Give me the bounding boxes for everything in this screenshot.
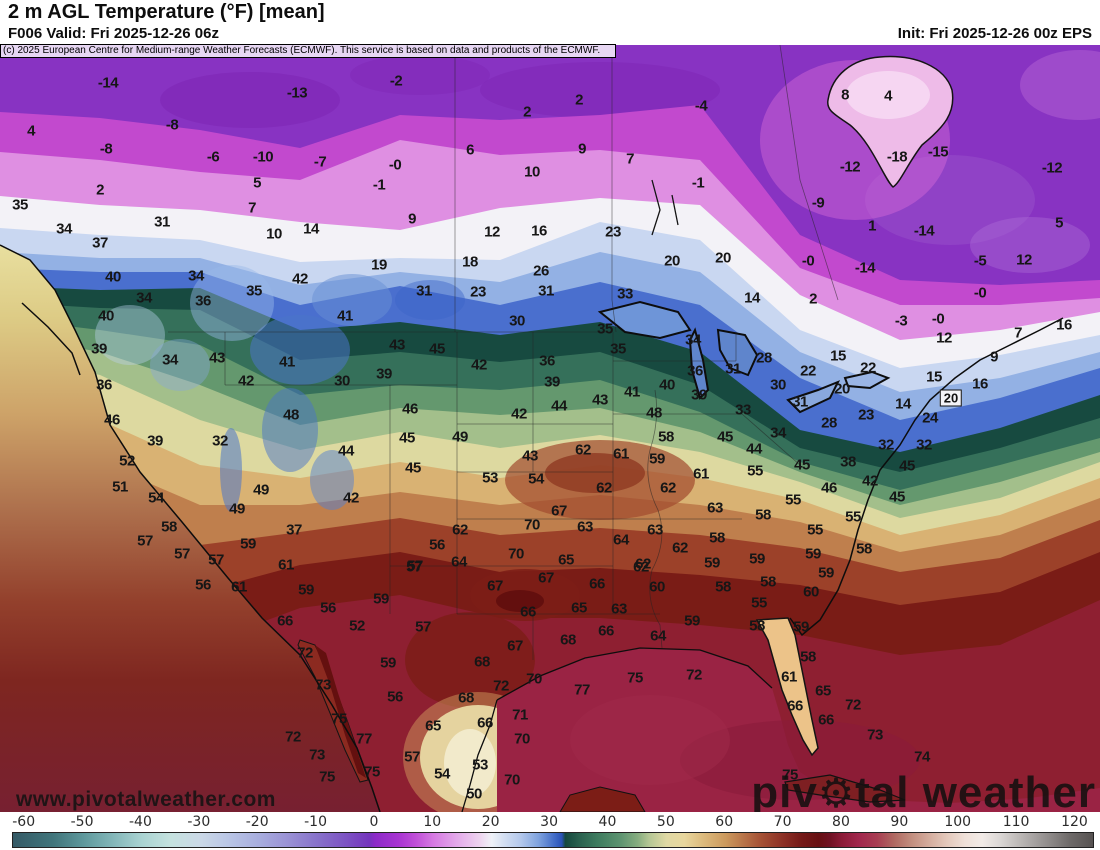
colorbar-tick: 60	[715, 814, 734, 830]
colorbar-tick: 50	[656, 814, 675, 830]
map-raster	[0, 45, 1100, 812]
colorbar-tick: 10	[423, 814, 442, 830]
pacific-ocean	[0, 245, 380, 812]
gear-icon: ⚙	[817, 770, 856, 816]
state-borders	[168, 45, 839, 660]
colorbar-tick: 90	[890, 814, 909, 830]
gulf-shade	[680, 720, 920, 800]
canada-mottling	[160, 50, 1100, 273]
baja-california	[297, 639, 369, 783]
great-lakes	[597, 300, 891, 414]
colorbar-tick: 80	[832, 814, 850, 830]
colorbar-tick: -20	[245, 814, 269, 830]
yucatan	[559, 786, 646, 812]
colorbar-tick: -30	[187, 814, 211, 830]
watermark: www.pivotalweather.com	[16, 788, 276, 811]
colorbar-tick: 20	[481, 814, 500, 830]
colorbar-gradient	[12, 832, 1094, 848]
colorbar-tick: 110	[1002, 814, 1030, 830]
temperature-map[interactable]	[0, 45, 1100, 812]
manitoba-lakes	[651, 179, 679, 236]
logo-text-pre: piv	[751, 768, 818, 817]
florida-peninsula	[755, 617, 819, 757]
page-title: 2 m AGL Temperature (°F) [mean]	[8, 1, 325, 23]
hudson-bay	[760, 55, 954, 220]
init-time-label: Init: Fri 2025-12-26 00z EPS	[897, 25, 1092, 42]
colorbar-tick: 120	[1061, 814, 1088, 830]
colorbar-tick: -50	[70, 814, 94, 830]
logo-text-post: tal weather	[855, 768, 1096, 817]
cuba	[784, 774, 906, 803]
colorbar-tick: -40	[128, 814, 152, 830]
valid-time-label: F006 Valid: Fri 2025-12-26 06z	[8, 25, 219, 42]
colorbar-tick: 40	[598, 814, 617, 830]
colorbar-tick: 70	[773, 814, 792, 830]
colorbar-tick: 0	[369, 814, 379, 830]
colorbar-tick: -10	[304, 814, 327, 830]
copyright-bar: (c) 2025 European Centre for Medium-rang…	[0, 44, 616, 58]
gulf-shade2	[570, 695, 730, 785]
coastlines	[0, 244, 1064, 812]
colorbar-scale: -60 -50 -40 -30 -20 -10 0 10 20 30 40 50 60 70 80 90 100…	[0, 812, 1100, 850]
pivotal-weather-logo: piv⚙tal weather	[751, 768, 1096, 818]
colorbar-tick: 100	[944, 814, 972, 830]
terrain-detail-blobs	[95, 265, 695, 708]
colorbar-tick: -60	[12, 814, 36, 830]
colorbar-tick: 30	[540, 814, 558, 830]
